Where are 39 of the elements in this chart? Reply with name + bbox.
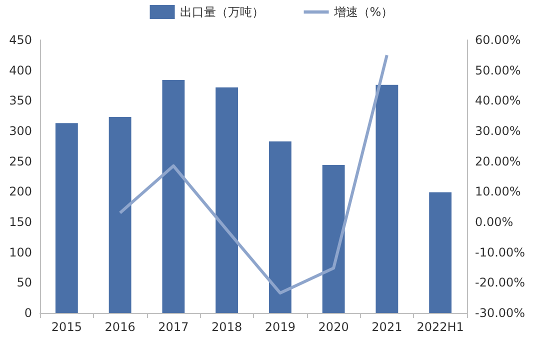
x-tick-label: 2019	[264, 320, 296, 334]
y-tick-label: 450	[9, 33, 32, 47]
y2-tick-label: 10.00%	[475, 184, 521, 199]
x-tick-label: 2020	[318, 320, 349, 334]
legend-label: 增速（%）	[332, 5, 394, 19]
bar	[55, 123, 78, 313]
x-tick-label: 2016	[104, 320, 136, 334]
y2-tick-label: 0.00%	[475, 215, 514, 229]
bar	[322, 164, 345, 313]
y-tick-label: 50	[16, 276, 32, 290]
y-tick-label: 100	[9, 245, 32, 260]
y2-tick-label: 30.00%	[475, 124, 521, 138]
bar	[108, 117, 132, 313]
y-tick-label: 350	[9, 94, 32, 108]
bar	[268, 141, 292, 313]
y-tick-label: 0	[24, 306, 32, 320]
y2-tick-label: -20.00%	[475, 276, 526, 290]
y-tick-label: 250	[9, 154, 32, 168]
y-tick-label: 400	[9, 63, 32, 78]
line-series	[118, 54, 388, 294]
y-tick-label: 300	[9, 124, 32, 138]
x-tick-label: 2017	[158, 320, 189, 334]
y2-tick-label: 40.00%	[475, 94, 521, 108]
y-tick-label: 200	[9, 184, 32, 199]
legend-label: 出口量（万吨）	[180, 5, 264, 19]
bar	[429, 192, 452, 313]
bar	[216, 87, 238, 313]
y2-tick-label: -30.00%	[475, 306, 526, 320]
y-tick-label: 150	[9, 215, 32, 229]
x-tick-label: 2015	[51, 320, 82, 334]
bar	[376, 84, 398, 313]
x-tick-label: 2018	[212, 320, 242, 334]
y2-tick-label: 50.00%	[475, 63, 521, 78]
x-tick-label: 2022H1	[416, 320, 464, 334]
y2-tick-label: 60.00%	[475, 33, 521, 47]
y2-tick-label: 20.00%	[475, 154, 521, 168]
x-tick-label: 2021	[372, 320, 402, 334]
y2-tick-label: -10.00%	[475, 245, 526, 260]
bar	[162, 80, 185, 313]
